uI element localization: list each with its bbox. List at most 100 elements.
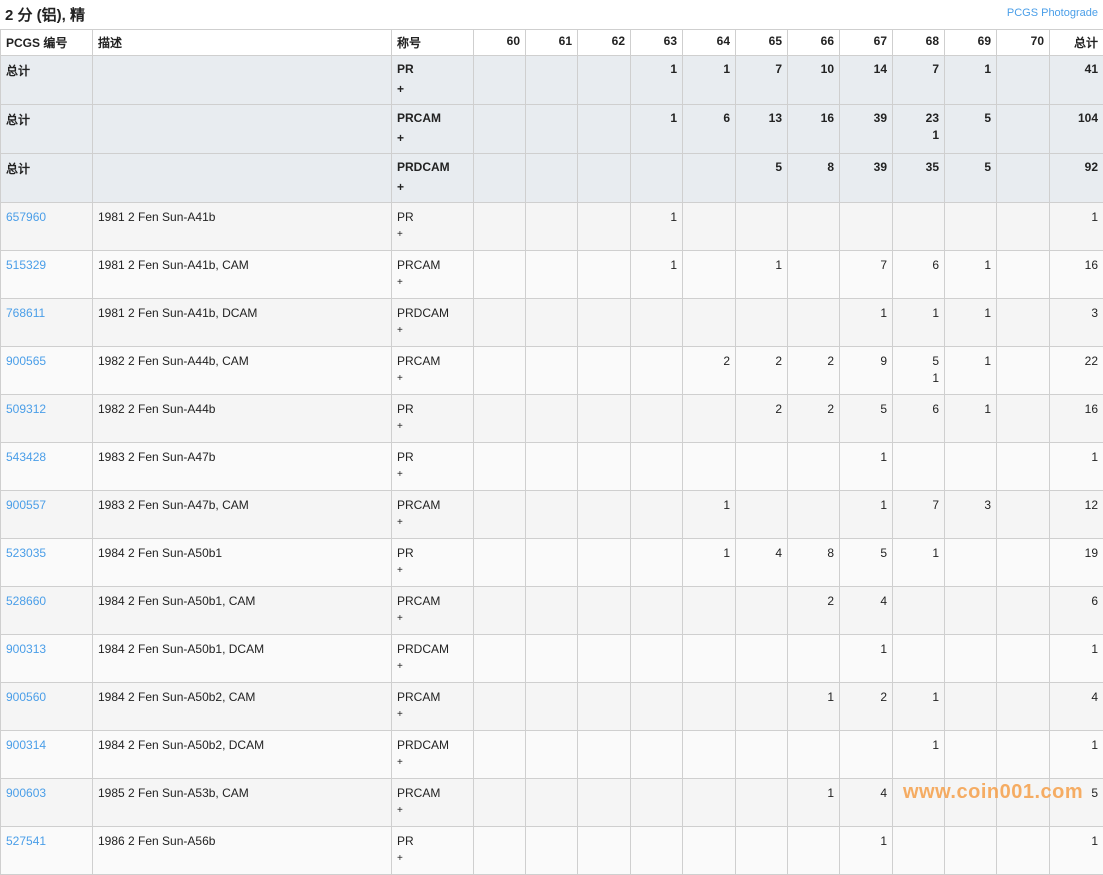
pcgs-number-link[interactable]: 543428 bbox=[6, 450, 46, 464]
grade-cell bbox=[893, 827, 945, 875]
total-value: 3 bbox=[1091, 306, 1098, 320]
column-header[interactable]: 68 bbox=[893, 30, 945, 56]
column-header[interactable]: 69 bbox=[945, 30, 997, 56]
grade-cell bbox=[474, 587, 526, 635]
grade-cell: 1 bbox=[683, 56, 736, 105]
grade-cell bbox=[683, 827, 736, 875]
column-header[interactable]: 63 bbox=[631, 30, 683, 56]
grade-count: 7 bbox=[932, 62, 939, 76]
pcgs-number-link[interactable]: 527541 bbox=[6, 834, 46, 848]
pcgs-number-link[interactable]: 528660 bbox=[6, 594, 46, 608]
grade-cell bbox=[683, 587, 736, 635]
pcgs-number-link[interactable]: 523035 bbox=[6, 546, 46, 560]
total-cell: 3 bbox=[1050, 299, 1103, 347]
designation-cell: PRDCAM+ bbox=[392, 635, 474, 683]
grade-cell bbox=[474, 539, 526, 587]
grade-cell bbox=[945, 443, 997, 491]
pcgs-number-link[interactable]: 515329 bbox=[6, 258, 46, 272]
column-header[interactable]: 61 bbox=[526, 30, 578, 56]
photograde-link[interactable]: PCGS Photograde bbox=[1007, 7, 1098, 19]
grade-cell bbox=[526, 731, 578, 779]
pcgs-number-link[interactable]: 900565 bbox=[6, 354, 46, 368]
pcgs-number-link[interactable]: 900603 bbox=[6, 786, 46, 800]
column-header[interactable]: 称号 bbox=[392, 30, 474, 56]
plus-designation: + bbox=[397, 613, 468, 624]
total-value: 16 bbox=[1085, 258, 1098, 272]
grade-count: 1 bbox=[932, 738, 939, 752]
column-header[interactable]: 64 bbox=[683, 30, 736, 56]
designation-cell: PR+ bbox=[392, 443, 474, 491]
total-value: 5 bbox=[1091, 786, 1098, 800]
pcgs-number-link[interactable]: 657960 bbox=[6, 210, 46, 224]
grade-cell: 6 bbox=[893, 251, 945, 299]
grade-cell bbox=[474, 105, 526, 154]
grade-count: 5 bbox=[984, 160, 991, 174]
designation-cell: PR+ bbox=[392, 539, 474, 587]
pcgs-number-link[interactable]: 900560 bbox=[6, 690, 46, 704]
grade-cell bbox=[736, 683, 788, 731]
grade-cell bbox=[631, 779, 683, 827]
grade-count: 1 bbox=[984, 258, 991, 272]
grade-cell bbox=[526, 105, 578, 154]
grade-cell bbox=[788, 203, 840, 251]
grade-cell: 5 bbox=[945, 105, 997, 154]
grade-cell: 2 bbox=[788, 347, 840, 395]
pcgs-number-cell: 900565 bbox=[1, 347, 93, 395]
grade-cell: 1 bbox=[788, 779, 840, 827]
grade-cell bbox=[736, 587, 788, 635]
description-cell bbox=[93, 154, 392, 203]
grade-cell bbox=[997, 251, 1050, 299]
column-header[interactable]: 60 bbox=[474, 30, 526, 56]
designation: PRCAM bbox=[397, 786, 440, 800]
column-header[interactable]: 67 bbox=[840, 30, 893, 56]
grade-cell bbox=[526, 347, 578, 395]
grade-count: 5 bbox=[880, 546, 887, 560]
pcgs-number-link[interactable]: 900557 bbox=[6, 498, 46, 512]
grade-cell bbox=[474, 827, 526, 875]
grade-cell bbox=[474, 154, 526, 203]
grade-cell bbox=[997, 203, 1050, 251]
designation: PRDCAM bbox=[397, 306, 449, 320]
grade-cell: 1 bbox=[631, 251, 683, 299]
total-value: 12 bbox=[1085, 498, 1098, 512]
grade-cell bbox=[736, 443, 788, 491]
grade-cell: 4 bbox=[840, 779, 893, 827]
pcgs-number-link[interactable]: 900313 bbox=[6, 642, 46, 656]
grade-cell bbox=[945, 539, 997, 587]
column-header[interactable]: PCGS 编号 bbox=[1, 30, 93, 56]
grade-cell bbox=[945, 203, 997, 251]
grade-cell: 1 bbox=[893, 731, 945, 779]
grade-cell bbox=[788, 251, 840, 299]
column-header[interactable]: 65 bbox=[736, 30, 788, 56]
grade-cell bbox=[526, 779, 578, 827]
total-cell: 4 bbox=[1050, 683, 1103, 731]
pcgs-number-link[interactable]: 768611 bbox=[6, 306, 45, 320]
pcgs-number-cell: 523035 bbox=[1, 539, 93, 587]
total-value: 19 bbox=[1085, 546, 1098, 560]
pcgs-number-link[interactable]: 509312 bbox=[6, 402, 46, 416]
designation: PRCAM bbox=[397, 111, 441, 125]
grade-cell: 7 bbox=[840, 251, 893, 299]
column-header[interactable]: 70 bbox=[997, 30, 1050, 56]
grade-count: 1 bbox=[880, 498, 887, 512]
column-header[interactable]: 总计 bbox=[1050, 30, 1103, 56]
column-header[interactable]: 66 bbox=[788, 30, 840, 56]
grade-cell bbox=[788, 827, 840, 875]
plus-designation: + bbox=[397, 82, 468, 96]
grade-count: 7 bbox=[880, 258, 887, 272]
description-cell: 1984 2 Fen Sun-A50b2, CAM bbox=[93, 683, 392, 731]
grade-cell: 7 bbox=[893, 56, 945, 105]
pcgs-number-link[interactable]: 900314 bbox=[6, 738, 46, 752]
total-cell: 1 bbox=[1050, 635, 1103, 683]
column-header[interactable]: 62 bbox=[578, 30, 631, 56]
column-header[interactable]: 描述 bbox=[93, 30, 392, 56]
description-cell: 1985 2 Fen Sun-A53b, CAM bbox=[93, 779, 392, 827]
grade-cell: 1 bbox=[683, 491, 736, 539]
total-value: 6 bbox=[1091, 594, 1098, 608]
pcgs-number-cell: 900557 bbox=[1, 491, 93, 539]
grade-cell bbox=[526, 539, 578, 587]
